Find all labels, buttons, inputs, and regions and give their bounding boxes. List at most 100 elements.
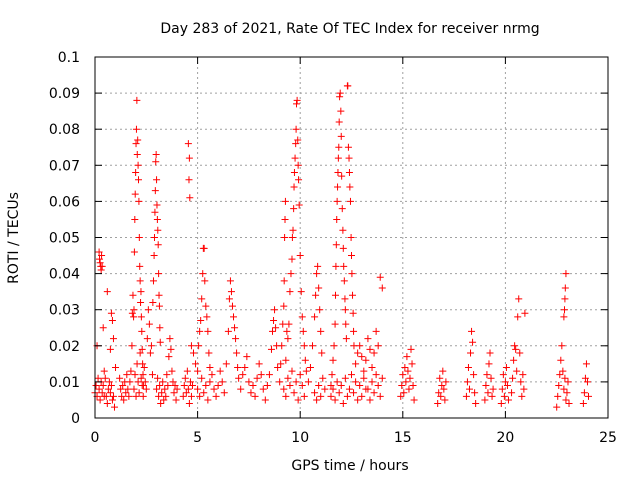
data-point <box>154 226 162 234</box>
data-point <box>298 313 306 321</box>
data-point <box>167 345 175 353</box>
data-point <box>154 241 162 249</box>
data-point <box>297 288 305 296</box>
data-point <box>194 385 202 393</box>
data-point <box>201 277 209 285</box>
data-point <box>102 392 110 400</box>
data-point <box>267 345 275 353</box>
data-point <box>558 342 566 350</box>
data-point <box>309 342 317 350</box>
data-point <box>104 385 112 393</box>
data-point <box>138 345 146 353</box>
data-point <box>210 385 218 393</box>
data-point <box>486 349 494 357</box>
data-point <box>339 400 347 408</box>
data-point <box>144 306 152 314</box>
data-point <box>406 374 414 382</box>
data-point <box>261 396 269 404</box>
data-point <box>341 306 349 314</box>
data-point <box>280 385 288 393</box>
data-point <box>352 360 360 368</box>
data-point <box>364 385 372 393</box>
y-tick-label: 0.08 <box>49 122 80 138</box>
data-point <box>103 288 111 296</box>
data-point <box>130 385 138 393</box>
data-point <box>184 385 192 393</box>
data-point <box>98 389 106 397</box>
data-point <box>133 96 141 104</box>
data-point <box>296 371 304 379</box>
data-point <box>509 374 517 382</box>
data-point <box>559 367 567 375</box>
data-point <box>335 143 343 151</box>
data-point <box>467 349 475 357</box>
data-point <box>339 244 347 252</box>
data-point <box>442 378 450 386</box>
data-point <box>516 349 524 357</box>
data-point <box>302 367 310 375</box>
data-point <box>158 389 166 397</box>
data-point <box>153 176 161 184</box>
data-point <box>554 392 562 400</box>
data-point <box>333 197 341 205</box>
data-point <box>295 201 303 209</box>
data-point <box>345 169 353 177</box>
data-point <box>440 385 448 393</box>
data-point <box>331 396 339 404</box>
data-point <box>280 302 288 310</box>
data-point <box>290 183 298 191</box>
data-point <box>333 215 341 223</box>
data-point <box>501 378 509 386</box>
data-point <box>399 371 407 379</box>
data-point <box>195 342 203 350</box>
data-point <box>358 392 366 400</box>
y-tick-label: 0.1 <box>58 50 80 66</box>
data-point <box>583 378 591 386</box>
data-point <box>293 96 301 104</box>
data-point <box>334 183 342 191</box>
data-point <box>338 172 346 180</box>
data-point <box>317 392 325 400</box>
data-point <box>237 385 245 393</box>
data-point <box>300 392 308 400</box>
data-point <box>282 392 290 400</box>
data-points <box>91 82 593 411</box>
data-point <box>348 252 355 260</box>
data-point <box>146 349 154 357</box>
data-point <box>378 284 386 292</box>
x-tick-label: 5 <box>193 430 202 446</box>
data-point <box>397 392 405 400</box>
data-point <box>299 327 307 335</box>
data-point <box>137 288 145 296</box>
data-point <box>137 313 145 321</box>
data-point <box>149 298 157 306</box>
data-point <box>499 371 507 379</box>
data-point <box>130 306 138 314</box>
data-point <box>152 158 160 166</box>
data-point <box>281 215 289 223</box>
data-point <box>245 378 253 386</box>
data-point <box>408 360 416 368</box>
data-point <box>498 385 506 393</box>
data-point <box>143 335 151 343</box>
data-point <box>272 324 280 332</box>
data-point <box>293 100 301 108</box>
data-point <box>563 389 571 397</box>
data-point <box>400 389 408 397</box>
data-point <box>345 154 353 162</box>
data-point <box>358 353 366 361</box>
data-point <box>162 392 170 400</box>
data-point <box>134 378 142 386</box>
data-point <box>515 295 523 303</box>
data-point <box>557 356 565 364</box>
data-point <box>137 298 145 306</box>
data-point <box>106 345 114 353</box>
y-tick-label: 0.07 <box>49 158 80 174</box>
data-point <box>127 367 135 375</box>
data-point <box>166 335 174 343</box>
data-point <box>157 400 165 408</box>
data-point <box>189 349 197 357</box>
data-point <box>139 392 147 400</box>
data-point <box>99 324 107 332</box>
data-point <box>356 382 364 390</box>
